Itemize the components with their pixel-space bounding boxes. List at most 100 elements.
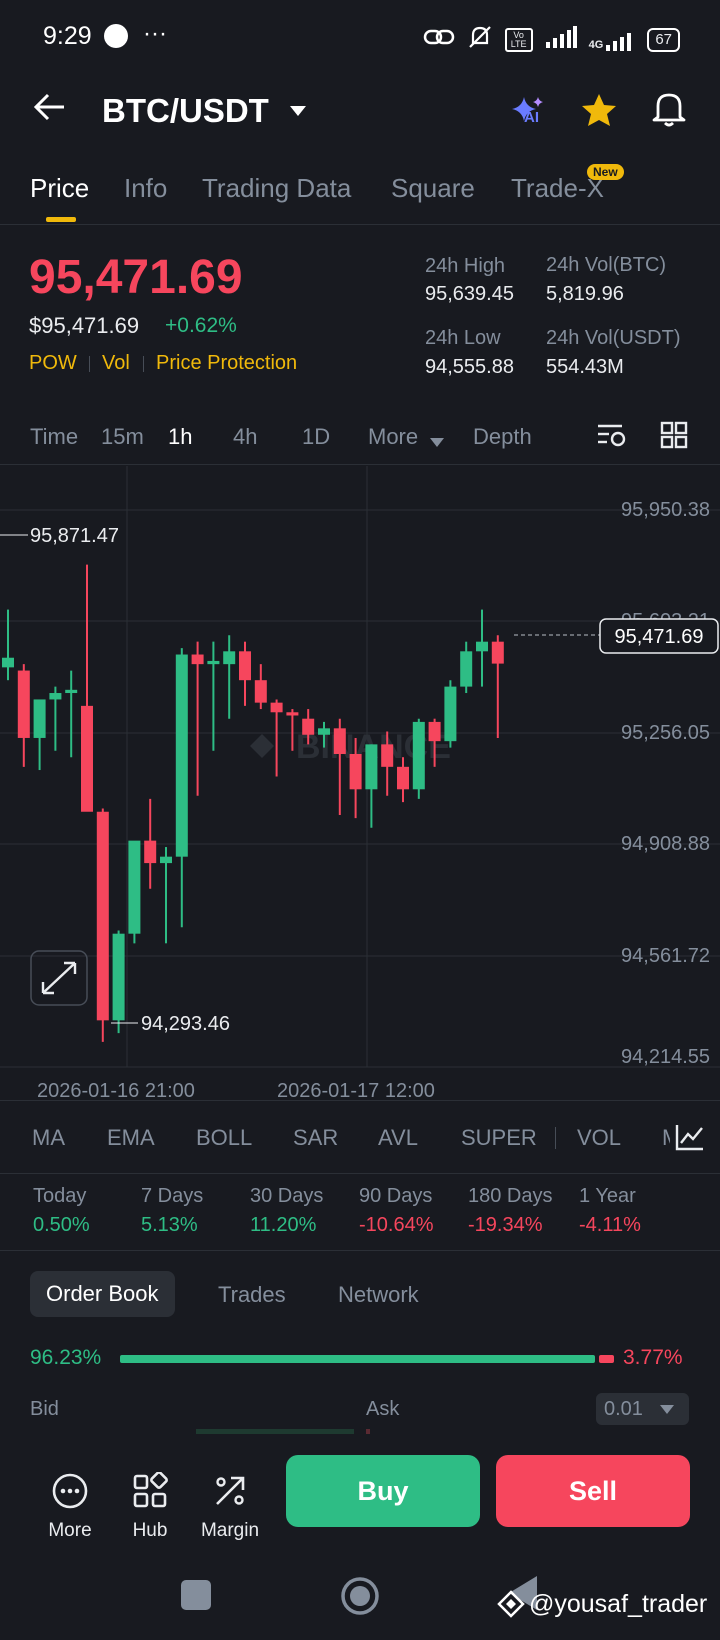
perf-value: -10.64%	[359, 1214, 434, 1236]
hub-button[interactable]: Hub	[115, 1471, 185, 1542]
candle-body	[49, 693, 62, 700]
tab-network[interactable]: Network	[338, 1282, 419, 1307]
ask-label: Ask	[366, 1398, 400, 1420]
candle-body	[254, 680, 267, 703]
tag-divider	[143, 356, 144, 372]
indicator-boll[interactable]: BOLL	[196, 1125, 253, 1150]
high-marker-label: 95,871.47	[30, 525, 119, 547]
tab-trading-data[interactable]: Trading Data	[202, 173, 352, 203]
bid-depth-row	[196, 1429, 354, 1434]
hub-label: Hub	[132, 1520, 168, 1541]
pair-dropdown-caret-icon[interactable]	[289, 104, 307, 122]
indicator-chart-icon[interactable]	[675, 1123, 705, 1156]
active-tab-indicator	[46, 217, 76, 222]
recents-square-icon[interactable]	[181, 1580, 211, 1610]
candle-body	[175, 654, 188, 857]
perf-label: 7 Days	[141, 1185, 204, 1207]
more-caret-icon	[430, 434, 444, 452]
buy-button[interactable]: Buy	[286, 1455, 480, 1527]
tab-price[interactable]: Price	[30, 173, 90, 203]
perf-today: Today 0.50%	[33, 1185, 90, 1237]
timeframe-depth[interactable]: Depth	[473, 424, 532, 449]
current-price-line: 95,471.69	[514, 618, 719, 654]
candle-body	[381, 744, 394, 767]
current-price-label: 95,471.69	[615, 626, 704, 648]
timeframe-4h[interactable]: 4h	[233, 424, 258, 449]
precision-caret-icon	[660, 1405, 674, 1414]
new-badge: New	[587, 164, 624, 180]
candle-body	[365, 744, 378, 790]
perf-value: -19.34%	[468, 1214, 543, 1236]
candle-body	[286, 712, 299, 716]
back-triangle-icon[interactable]	[505, 1574, 539, 1617]
bid-percent: 96.23%	[30, 1346, 102, 1369]
orderbook-tabs: Order Book Trades Network	[0, 1270, 720, 1320]
y-tick: 94,214.55	[621, 1046, 710, 1068]
candlestick-chart[interactable]: BINANCE 95,950.38 95,603.21 95,256.05 94…	[0, 466, 720, 1076]
timeframe-1h[interactable]: 1h	[168, 424, 193, 449]
precision-selector[interactable]: 0.01	[596, 1393, 689, 1425]
tab-trade-x[interactable]: Trade-X	[511, 173, 604, 203]
pair-title[interactable]: BTC/USDT	[102, 92, 269, 129]
indicator-macd-clipped[interactable]: MACD	[662, 1125, 670, 1151]
ask-percent: 3.77%	[623, 1346, 683, 1369]
status-time: 9:29	[43, 22, 92, 50]
candle-body	[191, 654, 204, 665]
sell-button[interactable]: Sell	[496, 1455, 690, 1527]
candle-body	[81, 705, 93, 812]
perf-label: 180 Days	[468, 1185, 553, 1207]
perf-label: Today	[33, 1185, 87, 1207]
watermark-username: @yousaf_trader	[529, 1590, 708, 1618]
high-marker: 95,871.47	[0, 525, 119, 547]
candle-body	[65, 689, 78, 694]
indicator-ma[interactable]: MA	[32, 1125, 65, 1150]
back-arrow-icon[interactable]	[32, 92, 66, 127]
margin-icon	[216, 1476, 245, 1505]
volte-icon: Vo LTE	[504, 27, 533, 52]
ai-label: AI	[524, 109, 539, 126]
perf-1y: 1 Year -4.11%	[579, 1185, 641, 1237]
indicator-ema[interactable]: EMA	[107, 1125, 155, 1150]
margin-button[interactable]: Margin	[195, 1472, 265, 1542]
candle-body	[2, 657, 14, 668]
ai-sparkle-icon[interactable]	[510, 95, 550, 134]
indicator-avl[interactable]: AVL	[378, 1125, 418, 1150]
indicator-sar[interactable]: SAR	[293, 1125, 339, 1150]
performance-row: Today 0.50% 7 Days 5.13% 30 Days 11.20% …	[0, 1175, 720, 1251]
indicator-super[interactable]: SUPER	[461, 1125, 537, 1150]
grid-layout-icon[interactable]	[660, 421, 688, 454]
tab-info[interactable]: Info	[124, 173, 168, 203]
more-button[interactable]: More	[35, 1472, 105, 1542]
tab-trades[interactable]: Trades	[218, 1282, 286, 1307]
status-app-icon	[104, 24, 128, 48]
timeframe-time[interactable]: Time	[30, 424, 79, 449]
tag-vol[interactable]: Vol	[102, 352, 130, 374]
mute-bell-icon	[467, 24, 493, 55]
tag-price-protection[interactable]: Price Protection	[156, 352, 298, 374]
timeframe-more[interactable]: More	[368, 424, 419, 449]
more-dots-icon	[52, 1473, 88, 1509]
indicator-vol[interactable]: VOL	[577, 1125, 622, 1150]
tab-square[interactable]: Square	[391, 173, 475, 203]
candle-body	[112, 933, 125, 1021]
candle-body	[160, 856, 172, 864]
notification-bell-icon[interactable]	[651, 90, 687, 133]
timeframe-15m[interactable]: 15m	[101, 424, 144, 449]
timeframe-1d[interactable]: 1D	[302, 424, 331, 449]
tab-order-book[interactable]: Order Book	[30, 1271, 175, 1317]
perf-90d: 90 Days -10.64%	[359, 1185, 434, 1237]
candle-body	[270, 702, 283, 713]
ask-depth-row	[366, 1429, 370, 1434]
tag-pow[interactable]: POW	[29, 352, 77, 374]
margin-label: Margin	[200, 1520, 260, 1541]
chart-settings-icon[interactable]	[597, 421, 627, 454]
perf-value: 11.20%	[250, 1214, 317, 1236]
binance-watermark-logo-icon	[497, 1590, 525, 1623]
usd-price: $95,471.69	[29, 313, 140, 338]
favorite-star-icon[interactable]	[580, 92, 618, 133]
price-chart[interactable]: BINANCE 95,950.38 95,603.21 95,256.05 94…	[0, 466, 720, 1074]
candle-body	[318, 728, 330, 735]
home-circle-icon[interactable]	[340, 1576, 380, 1621]
chart-gridlines	[0, 466, 720, 1068]
expand-chart-button[interactable]	[30, 950, 88, 1006]
